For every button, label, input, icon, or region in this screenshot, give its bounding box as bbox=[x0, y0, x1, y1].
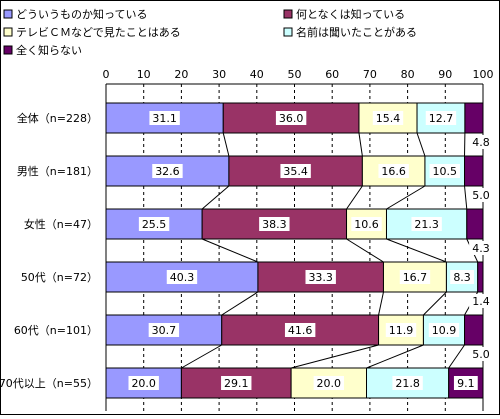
legend-swatch-4 bbox=[284, 28, 292, 36]
data-label: 41.6 bbox=[288, 324, 313, 337]
data-label: 35.4 bbox=[283, 165, 308, 178]
data-label: 8.3 bbox=[453, 271, 471, 284]
legend-swatch-3 bbox=[4, 28, 12, 36]
series-connector bbox=[347, 239, 384, 262]
data-label: 21.8 bbox=[395, 377, 420, 390]
category-label: 男性（n=181） bbox=[17, 164, 98, 178]
legend-label-1: どういうものか知っている bbox=[16, 7, 147, 21]
series-connector bbox=[202, 186, 229, 209]
legend-label-5: 全く知らない bbox=[16, 43, 82, 57]
data-label: 20.0 bbox=[131, 377, 156, 390]
data-label: 16.7 bbox=[403, 271, 428, 284]
data-label: 30.7 bbox=[152, 324, 177, 337]
data-label: 11.9 bbox=[389, 324, 414, 337]
bar-segment bbox=[478, 262, 483, 292]
data-labels: 31.1 36.0 15.4 12.7 4.8 32.6 35.4 16.6 10.5 5.0 25… bbox=[129, 111, 493, 390]
legend-swatch-2 bbox=[284, 10, 292, 18]
bar-segment bbox=[465, 156, 483, 186]
data-label: 15.4 bbox=[376, 112, 401, 125]
category-label: 70代以上（n=55） bbox=[1, 377, 98, 390]
series-connector bbox=[449, 345, 465, 368]
category-label: 全体（n=228） bbox=[17, 111, 98, 125]
category-labels: 全体（n=228） 男性（n=181） 女性（n=47） 50代（n=72） 60代（n… bbox=[1, 111, 98, 390]
series-connector bbox=[181, 345, 221, 368]
x-tick-label: 50 bbox=[288, 68, 302, 81]
legend-swatch-5 bbox=[4, 46, 12, 54]
data-label: 10.5 bbox=[432, 165, 457, 178]
x-tick-label: 90 bbox=[438, 68, 452, 81]
series-connector bbox=[347, 186, 363, 209]
x-tick-label: 100 bbox=[473, 68, 494, 81]
data-label: 29.1 bbox=[224, 377, 249, 390]
series-connector bbox=[386, 186, 424, 209]
bar-segment bbox=[467, 209, 483, 239]
data-label: 31.1 bbox=[152, 112, 177, 125]
data-label: 4.8 bbox=[472, 136, 490, 149]
legend-label-3: テレビＣＭなどで見たことはある bbox=[16, 26, 181, 39]
data-label: 40.3 bbox=[170, 271, 195, 284]
series-connector bbox=[367, 345, 424, 368]
data-label: 12.7 bbox=[429, 112, 454, 125]
series-connector bbox=[359, 133, 362, 156]
series-connector bbox=[223, 133, 229, 156]
category-label: 60代（n=101） bbox=[14, 324, 98, 337]
legend-label-4: 名前は聞いたことがある bbox=[296, 25, 417, 39]
series-connector bbox=[386, 239, 446, 262]
series-connector bbox=[465, 186, 467, 209]
bars bbox=[106, 103, 483, 398]
bar-segment bbox=[465, 103, 483, 133]
data-label: 4.3 bbox=[472, 242, 490, 255]
data-label: 16.6 bbox=[381, 165, 406, 178]
data-label: 33.3 bbox=[308, 271, 333, 284]
data-label: 20.0 bbox=[317, 377, 342, 390]
series-connector bbox=[379, 292, 384, 315]
x-tick-label: 0 bbox=[103, 68, 110, 81]
legend-label-2: 何となくは知っている bbox=[296, 7, 405, 21]
data-label: 38.3 bbox=[262, 218, 287, 231]
series-connector bbox=[417, 133, 425, 156]
x-tick-label: 40 bbox=[250, 68, 264, 81]
data-label: 10.9 bbox=[432, 324, 457, 337]
x-tick-label: 10 bbox=[137, 68, 151, 81]
series-connector bbox=[222, 292, 258, 315]
data-label: 10.6 bbox=[354, 218, 379, 231]
x-tick-label: 70 bbox=[363, 68, 377, 81]
data-label: 5.0 bbox=[472, 348, 490, 361]
data-label: 5.0 bbox=[472, 189, 490, 202]
x-tick-label: 30 bbox=[212, 68, 226, 81]
data-label: 1.4 bbox=[472, 295, 490, 308]
data-label: 32.6 bbox=[155, 165, 180, 178]
category-label: 女性（n=47） bbox=[24, 217, 98, 231]
series-connector bbox=[423, 292, 446, 315]
data-label: 9.1 bbox=[457, 377, 475, 390]
data-label: 36.0 bbox=[279, 112, 304, 125]
series-connector bbox=[202, 239, 258, 262]
x-tick-label: 60 bbox=[325, 68, 339, 81]
x-tick-label: 80 bbox=[401, 68, 415, 81]
legend-swatch-1 bbox=[4, 10, 12, 18]
x-axis-ticks: 0 10 20 30 40 50 60 70 80 90 100 bbox=[103, 68, 494, 81]
bar-segment bbox=[465, 315, 483, 345]
x-tick-label: 20 bbox=[174, 68, 188, 81]
series-connector bbox=[291, 345, 378, 368]
category-label: 50代（n=72） bbox=[21, 271, 98, 284]
data-label: 21.3 bbox=[414, 218, 439, 231]
data-label: 25.5 bbox=[142, 218, 167, 231]
